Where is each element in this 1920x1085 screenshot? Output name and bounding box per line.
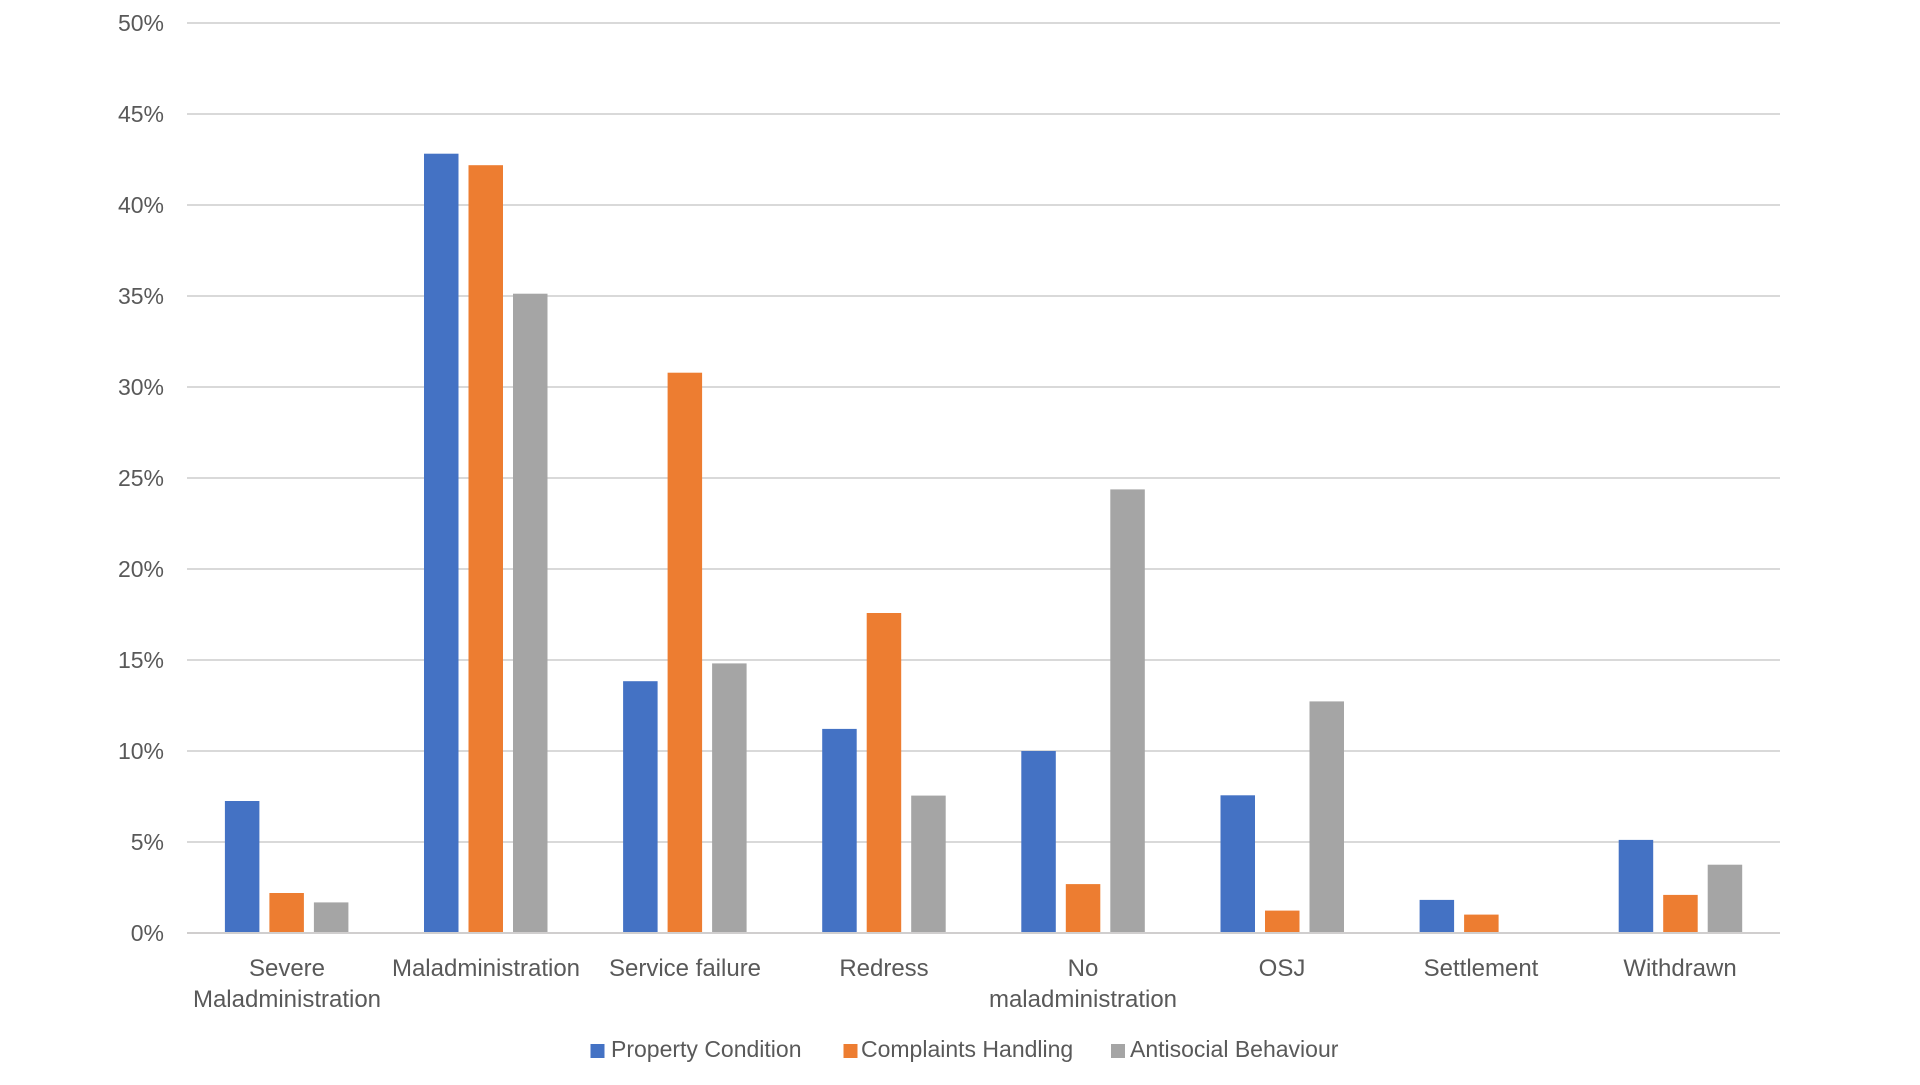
svg-text:Complaints Handling: Complaints Handling [861,1036,1073,1062]
svg-text:Maladministration: Maladministration [392,955,580,982]
svg-text:40%: 40% [118,192,164,218]
svg-text:10%: 10% [118,738,164,764]
svg-text:25%: 25% [118,465,164,491]
svg-text:35%: 35% [118,283,164,309]
svg-text:15%: 15% [118,647,164,673]
svg-text:Withdrawn: Withdrawn [1623,955,1736,982]
svg-text:Antisocial Behaviour: Antisocial Behaviour [1130,1036,1339,1062]
svg-text:5%: 5% [131,829,164,855]
svg-text:Redress: Redress [839,955,928,982]
svg-text:50%: 50% [118,10,164,36]
svg-text:30%: 30% [118,374,164,400]
svg-text:Property Condition: Property Condition [611,1036,802,1062]
svg-text:Settlement: Settlement [1424,955,1539,982]
svg-text:Service failure: Service failure [609,955,761,982]
svg-text:Severe: Severe [249,955,325,982]
svg-text:20%: 20% [118,556,164,582]
svg-text:No: No [1068,955,1099,982]
svg-text:maladministration: maladministration [989,986,1177,1013]
svg-text:Maladministration: Maladministration [193,986,381,1013]
svg-text:45%: 45% [118,101,164,127]
svg-text:0%: 0% [131,920,164,946]
svg-text:OSJ: OSJ [1259,955,1306,982]
